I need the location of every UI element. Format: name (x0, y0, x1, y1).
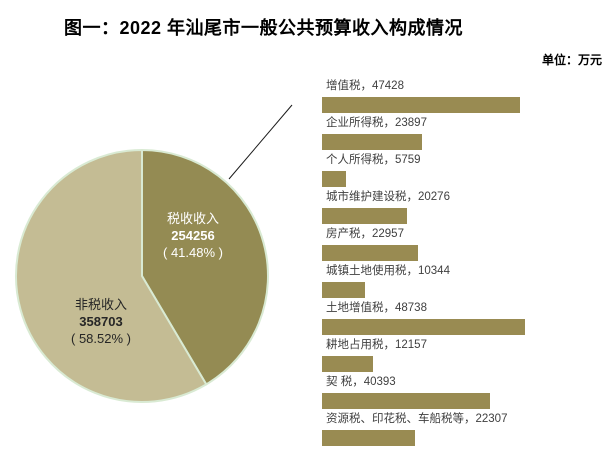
figure-title: 图一：2022 年汕尾市一般公共预算收入构成情况 (64, 18, 464, 38)
bar (322, 430, 415, 446)
pie-label-tax-pct: ( 41.48% ) (163, 245, 223, 260)
pie-label-nontax-value: 358703 (79, 314, 123, 329)
unit-label: 单位：万元 (541, 53, 602, 67)
pie-slice-tax (141, 149, 269, 386)
pie-label-nontax-name: 非税收入 (74, 297, 127, 312)
bar-row: 城镇土地使用税，10344 (322, 264, 602, 298)
bar (322, 97, 520, 113)
bar (322, 393, 491, 409)
bar (322, 356, 373, 372)
bar-label: 城镇土地使用税，10344 (326, 265, 450, 277)
bar-label: 耕地占用税，12157 (326, 339, 427, 351)
bar-row: 增值税，47428 (322, 79, 602, 113)
bar (322, 171, 346, 187)
bar (322, 208, 407, 224)
bar-row: 城市维护建设税，20276 (322, 190, 602, 224)
bar-label: 增值税，47428 (326, 80, 404, 92)
pie-label-nontax-pct: ( 58.52% ) (71, 331, 131, 346)
bar (322, 245, 418, 261)
bar-label: 土地增值税，48738 (326, 302, 427, 314)
bar-row: 房产税，22957 (322, 227, 602, 261)
pie-chart (15, 149, 269, 403)
pie-label-tax-value: 254256 (171, 228, 215, 243)
bar-label: 企业所得税，23897 (326, 117, 427, 129)
pie-label-nontax: 非税收入 358703 ( 58.52% ) (36, 296, 166, 347)
bar (322, 134, 422, 150)
bar-row: 耕地占用税，12157 (322, 338, 602, 372)
bar-label: 契 税，40393 (326, 376, 396, 388)
bar-label: 房产税，22957 (326, 228, 404, 240)
bar-chart: 增值税，47428 企业所得税，23897 个人所得税，5759 城市维护建设税，20… (322, 79, 602, 449)
bar-row: 个人所得税，5759 (322, 153, 602, 187)
bar-label: 个人所得税，5759 (326, 154, 421, 166)
pie-label-tax: 税收收入 254256 ( 41.48% ) (128, 210, 258, 261)
bar (322, 319, 525, 335)
pie-slice-nontax (15, 149, 208, 403)
bar (322, 282, 366, 298)
bar-label: 资源税、印花税、车船税等，22307 (326, 413, 508, 425)
bar-row: 企业所得税，23897 (322, 116, 602, 150)
pie-label-tax-name: 税收收入 (166, 211, 219, 226)
bar-label: 城市维护建设税，20276 (326, 191, 450, 203)
bar-row: 契 税，40393 (322, 375, 602, 409)
bar-row: 资源税、印花税、车船税等，22307 (322, 412, 602, 446)
bar-row: 土地增值税，48738 (322, 301, 602, 335)
